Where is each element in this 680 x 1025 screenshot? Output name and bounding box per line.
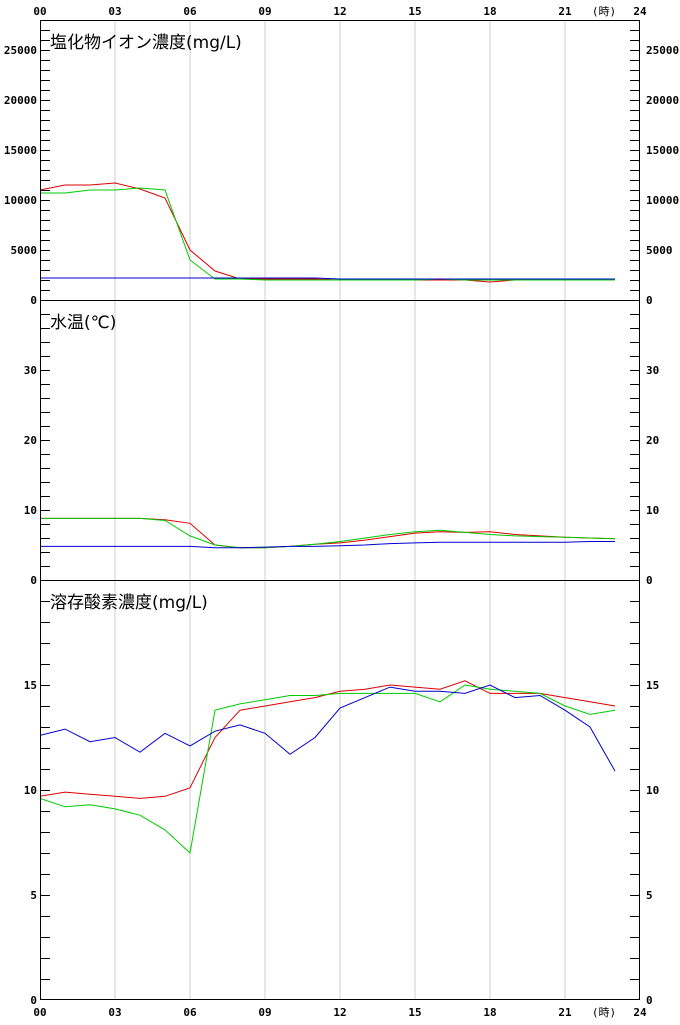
y-tick-label-right: 20000 <box>646 94 679 107</box>
series-line-0-0 <box>39 182 616 283</box>
y-tick-label-left: 5 <box>30 889 37 902</box>
x-tick-label-bottom: 03 <box>108 1006 121 1019</box>
y-tick-label-left: 15 <box>24 679 37 692</box>
x-tick-label-top: 03 <box>108 5 121 18</box>
series-line-2-0 <box>39 680 616 799</box>
panel-title: 塩化物イオン濃度(mg/L) <box>50 33 242 53</box>
y-tick-label-right: 15 <box>646 679 659 692</box>
series-line-0-2 <box>40 277 615 280</box>
x-tick-label-top: 06 <box>183 5 197 18</box>
x-tick-label-top: 24 <box>633 5 647 18</box>
series-line-2-2 <box>39 684 616 772</box>
plot-frame <box>40 20 640 1000</box>
y-tick-label-right: 0 <box>646 294 653 307</box>
y-tick-label-left: 30 <box>24 364 37 377</box>
series-line-1-1 <box>40 517 616 549</box>
x-tick-label-bottom: 06 <box>183 1006 197 1019</box>
series-line-0-1 <box>40 187 615 281</box>
x-tick-label-bottom: 15 <box>408 1006 421 1019</box>
y-tick-label-right: 0 <box>646 994 653 1007</box>
panel-title: 水温(℃) <box>50 313 116 333</box>
y-tick-label-right: 5000 <box>646 244 673 257</box>
y-tick-label-right: 0 <box>646 574 653 587</box>
x-tick-label-top: 15 <box>408 5 421 18</box>
y-tick-label-right: 30 <box>646 364 659 377</box>
x-tick-label-top: 18 <box>483 5 496 18</box>
x-tick-label-bottom: 24 <box>633 1006 647 1019</box>
panel-title: 溶存酸素濃度(mg/L) <box>50 593 208 613</box>
y-tick-label-left: 10 <box>24 784 37 797</box>
y-tick-label-right: 10 <box>646 784 659 797</box>
y-tick-label-right: 15000 <box>646 144 679 157</box>
x-tick-label-bottom: 21 <box>558 1006 572 1019</box>
y-tick-label-left: 20000 <box>4 94 37 107</box>
x-tick-label-bottom: 00 <box>33 1006 46 1019</box>
y-tick-label-left: 15000 <box>4 144 37 157</box>
y-tick-label-left: 20 <box>24 434 37 447</box>
y-tick-label-left: 5000 <box>11 244 38 257</box>
y-tick-label-left: 0 <box>30 994 37 1007</box>
x-tick-label-top: 00 <box>33 5 46 18</box>
y-tick-label-right: 5 <box>646 889 653 902</box>
y-tick-label-right: 25000 <box>646 44 679 57</box>
y-tick-label-right: 10000 <box>646 194 679 207</box>
x-unit-label-bottom: (時) <box>592 1006 616 1019</box>
x-tick-label-bottom: 09 <box>258 1006 271 1019</box>
y-tick-label-left: 10 <box>24 504 37 517</box>
series-line-1-2 <box>40 541 615 549</box>
x-tick-label-top: 21 <box>558 5 572 18</box>
x-tick-label-bottom: 18 <box>483 1006 496 1019</box>
x-unit-label-top: (時) <box>592 5 616 18</box>
y-tick-label-right: 10 <box>646 504 659 517</box>
y-tick-label-left: 0 <box>30 574 37 587</box>
y-tick-label-right: 20 <box>646 434 659 447</box>
x-tick-label-bottom: 12 <box>333 1006 346 1019</box>
x-tick-label-top: 09 <box>258 5 271 18</box>
y-tick-label-left: 10000 <box>4 194 37 207</box>
x-tick-label-top: 12 <box>333 5 346 18</box>
series-line-2-1 <box>39 684 616 854</box>
y-tick-label-left: 25000 <box>4 44 37 57</box>
y-tick-label-left: 0 <box>30 294 37 307</box>
